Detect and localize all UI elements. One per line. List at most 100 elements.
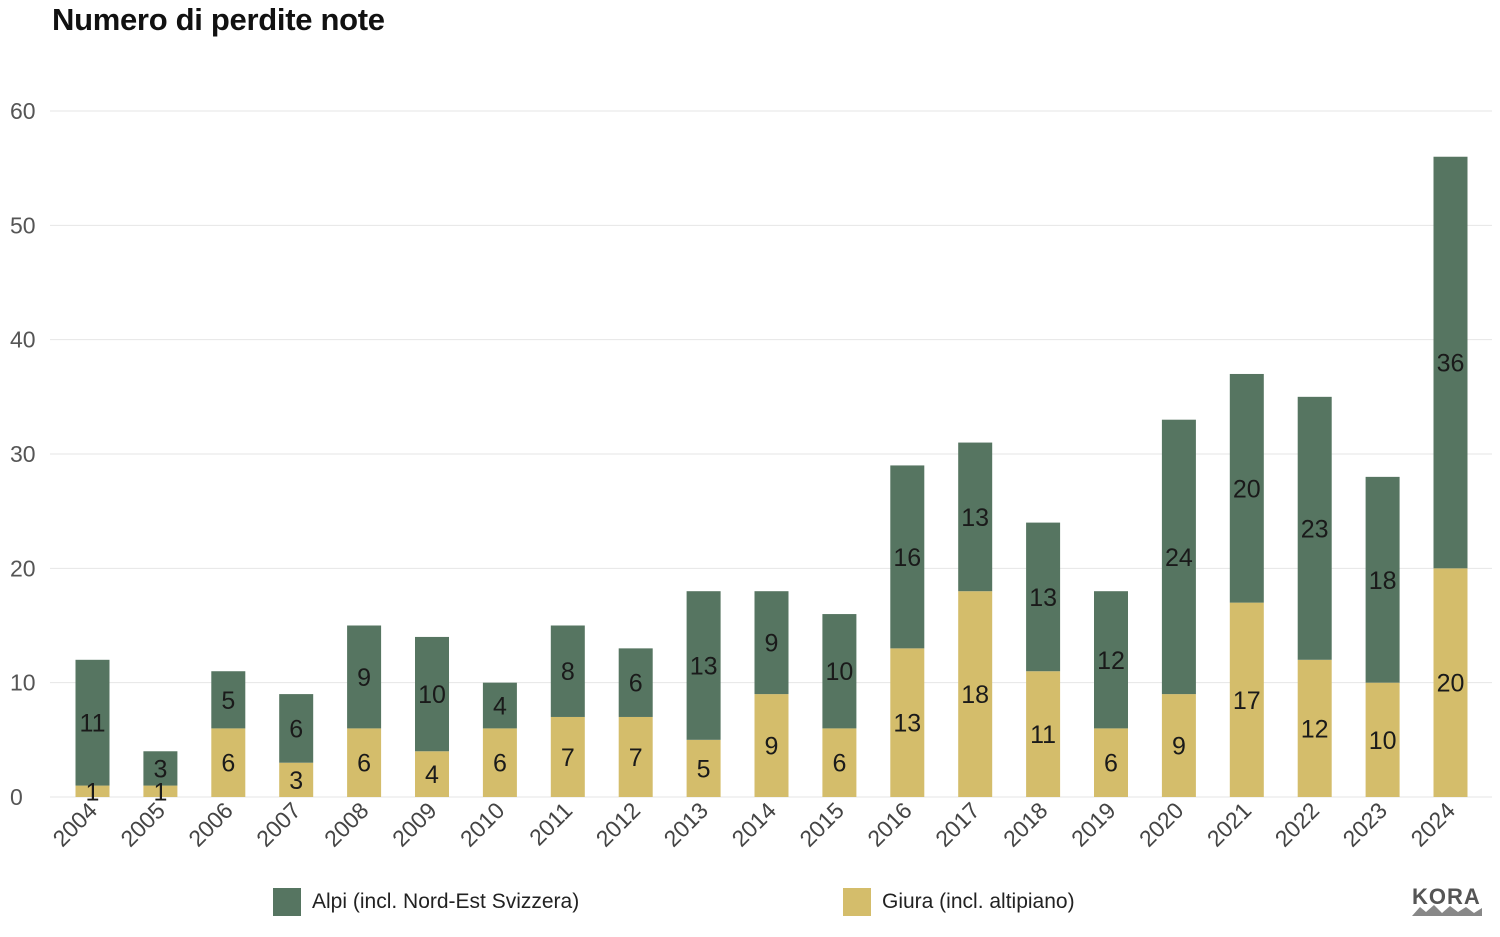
y-tick-label: 10 — [10, 670, 36, 696]
data-label-alpi: 9 — [765, 630, 779, 658]
data-label-giura: 13 — [893, 710, 921, 738]
bar-alpi-2023[interactable] — [1365, 476, 1400, 683]
bar-giura-2008[interactable] — [347, 728, 382, 797]
bar-alpi-2008[interactable] — [347, 625, 382, 729]
x-tick-label: 2021 — [1202, 797, 1257, 852]
data-label-giura: 1 — [86, 778, 100, 806]
bar-alpi-2004[interactable] — [75, 659, 110, 786]
x-tick-label: 2019 — [1066, 797, 1121, 852]
legend-swatch-alpi — [273, 888, 301, 916]
data-label-giura: 3 — [289, 767, 303, 795]
data-label-giura: 6 — [493, 750, 507, 778]
bar-giura-2015[interactable] — [822, 728, 857, 797]
bar-giura-2014[interactable] — [754, 694, 789, 797]
data-label-giura: 7 — [561, 744, 575, 772]
legend-item-giura[interactable]: Giura (incl. altipiano) — [843, 888, 1075, 916]
bar-alpi-2009[interactable] — [415, 636, 449, 752]
data-label-alpi: 13 — [690, 653, 718, 681]
bar-giura-2009[interactable] — [415, 751, 449, 797]
bar-alpi-2022[interactable] — [1297, 396, 1332, 660]
data-label-alpi: 5 — [221, 687, 235, 715]
y-tick-label: 50 — [10, 212, 36, 238]
bar-alpi-2011[interactable] — [550, 625, 585, 717]
bar-alpi-2007[interactable] — [279, 694, 314, 763]
x-tick-label: 2010 — [455, 797, 510, 852]
x-tick-label: 2024 — [1405, 797, 1460, 852]
bar-alpi-2013[interactable] — [686, 591, 721, 740]
x-tick-label: 2009 — [387, 797, 442, 852]
legend-item-alpi[interactable]: Alpi (incl. Nord-Est Svizzera) — [273, 888, 579, 916]
bar-giura-2005[interactable] — [143, 785, 178, 797]
data-label-giura: 7 — [629, 744, 643, 772]
bar-giura-2024[interactable] — [1433, 568, 1468, 797]
data-label-giura: 12 — [1301, 715, 1329, 743]
bar-giura-2019[interactable] — [1094, 728, 1128, 797]
bar-alpi-2017[interactable] — [958, 442, 993, 592]
y-tick-label: 60 — [10, 98, 36, 124]
bar-alpi-2005[interactable] — [143, 751, 178, 786]
bar-alpi-2020[interactable] — [1161, 419, 1196, 695]
bar-giura-2021[interactable] — [1229, 602, 1264, 797]
x-tick-label: 2012 — [591, 797, 646, 852]
bar-layer — [75, 156, 1468, 797]
logo-text: KORA — [1412, 884, 1481, 909]
x-tick-label: 2020 — [1134, 797, 1189, 852]
bar-giura-2016[interactable] — [890, 648, 925, 797]
bar-giura-2023[interactable] — [1365, 682, 1400, 797]
bar-alpi-2016[interactable] — [890, 465, 925, 649]
data-label-alpi: 9 — [357, 664, 371, 692]
x-tick-label: 2007 — [251, 797, 306, 852]
data-label-alpi: 12 — [1097, 647, 1125, 675]
bar-giura-2004[interactable] — [75, 785, 110, 797]
data-label-alpi: 13 — [1029, 584, 1057, 612]
data-label-alpi: 3 — [153, 755, 167, 783]
bar-giura-2011[interactable] — [550, 716, 585, 797]
bar-alpi-2012[interactable] — [618, 648, 653, 717]
data-label-alpi: 23 — [1301, 515, 1329, 543]
data-label-giura: 6 — [832, 750, 846, 778]
x-tick-label: 2008 — [319, 797, 374, 852]
legend-swatch-giura — [843, 888, 871, 916]
data-label-alpi: 4 — [493, 693, 507, 721]
data-label-alpi: 10 — [825, 658, 853, 686]
data-label-alpi: 24 — [1165, 544, 1193, 572]
y-tick-label: 0 — [10, 784, 23, 810]
data-label-giura: 6 — [1104, 750, 1118, 778]
bar-giura-2013[interactable] — [686, 739, 721, 797]
bar-giura-2022[interactable] — [1297, 659, 1332, 797]
bar-alpi-2010[interactable] — [482, 682, 517, 729]
bar-alpi-2021[interactable] — [1229, 373, 1264, 603]
y-tick-label: 20 — [10, 555, 36, 581]
data-label-giura: 9 — [765, 733, 779, 761]
x-tick-label: 2015 — [794, 797, 849, 852]
y-tick-label: 30 — [10, 441, 36, 467]
bar-alpi-2014[interactable] — [754, 591, 789, 695]
bar-giura-2010[interactable] — [482, 728, 517, 797]
x-tick-label: 2017 — [930, 797, 985, 852]
x-tick-label: 2018 — [998, 797, 1053, 852]
bar-alpi-2006[interactable] — [211, 671, 246, 729]
bar-giura-2006[interactable] — [211, 728, 246, 797]
data-label-giura: 20 — [1437, 670, 1465, 698]
data-label-alpi: 6 — [629, 670, 643, 698]
data-label-giura: 4 — [425, 761, 439, 789]
data-label-giura: 1 — [153, 778, 167, 806]
bar-giura-2020[interactable] — [1161, 694, 1196, 797]
bar-giura-2007[interactable] — [279, 762, 314, 797]
data-label-alpi: 11 — [80, 710, 106, 738]
legend-label-giura: Giura (incl. altipiano) — [882, 890, 1075, 913]
data-label-giura: 9 — [1172, 733, 1186, 761]
data-label-alpi: 6 — [289, 715, 303, 743]
bar-alpi-2018[interactable] — [1026, 522, 1061, 672]
data-label-alpi: 18 — [1369, 567, 1397, 595]
bar-giura-2012[interactable] — [618, 716, 653, 797]
bar-giura-2017[interactable] — [958, 591, 993, 797]
bar-alpi-2019[interactable] — [1094, 591, 1128, 729]
x-tick-label: 2023 — [1338, 797, 1393, 852]
bar-alpi-2024[interactable] — [1433, 156, 1468, 569]
bar-giura-2018[interactable] — [1026, 671, 1061, 797]
x-tick-label: 2013 — [659, 797, 714, 852]
y-tick-label: 40 — [10, 327, 36, 353]
bar-alpi-2015[interactable] — [822, 614, 857, 729]
